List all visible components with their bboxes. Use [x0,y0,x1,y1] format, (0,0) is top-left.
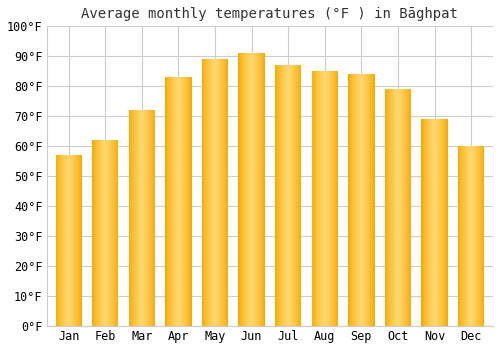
Title: Average monthly temperatures (°F ) in Bāghpat: Average monthly temperatures (°F ) in Bā… [82,7,458,21]
